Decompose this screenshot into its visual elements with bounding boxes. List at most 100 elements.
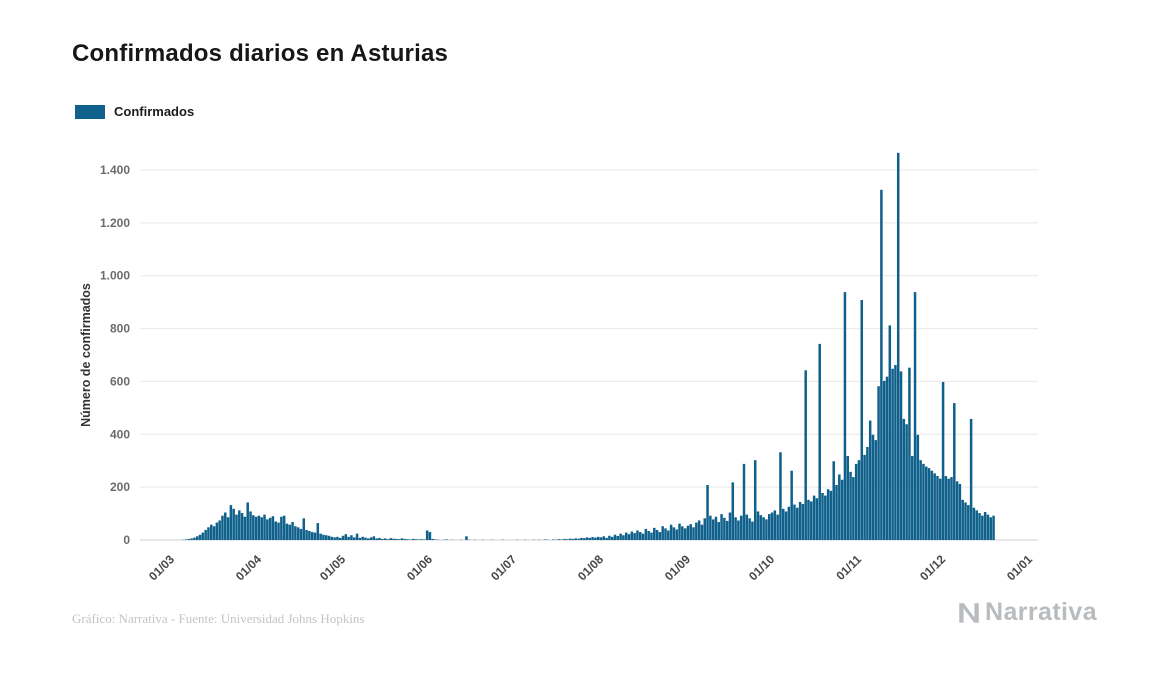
- bar: [619, 533, 622, 540]
- bar: [961, 499, 964, 540]
- bar: [644, 528, 648, 540]
- bar: [560, 539, 563, 540]
- bar: [742, 463, 746, 540]
- bar: [832, 461, 835, 540]
- bar: [868, 420, 872, 540]
- bar: [571, 538, 575, 540]
- bar: [624, 532, 628, 540]
- bar: [580, 537, 583, 540]
- bar: [686, 525, 690, 540]
- y-tick-label: 1.200: [100, 216, 130, 230]
- bar: [927, 468, 931, 540]
- bar: [888, 325, 892, 540]
- bar: [790, 470, 793, 540]
- bar: [846, 455, 849, 540]
- bar: [871, 434, 875, 540]
- bar: [835, 485, 838, 540]
- bar: [972, 507, 976, 540]
- bar: [765, 519, 768, 540]
- bar: [577, 538, 580, 540]
- bar: [925, 466, 928, 540]
- bar: [610, 536, 614, 540]
- bar: [263, 514, 266, 540]
- bar: [226, 517, 230, 540]
- x-tick-label: 01/07: [488, 552, 519, 583]
- bar: [215, 522, 219, 540]
- bar: [585, 537, 589, 540]
- bar: [955, 481, 959, 540]
- y-tick-label: 800: [110, 322, 130, 336]
- bar: [745, 514, 749, 540]
- bar: [322, 534, 325, 540]
- bar: [254, 516, 258, 540]
- bar: [568, 538, 572, 540]
- bar: [190, 538, 193, 540]
- bar: [933, 473, 936, 540]
- bar: [294, 526, 297, 540]
- bar: [240, 513, 244, 540]
- bar: [291, 522, 294, 540]
- bar: [796, 507, 799, 540]
- bar: [863, 454, 866, 540]
- bar: [647, 531, 650, 540]
- bar: [706, 485, 709, 540]
- bar: [986, 514, 990, 540]
- bar: [341, 535, 345, 540]
- x-tick-label: 01/06: [404, 552, 435, 583]
- bar: [305, 529, 308, 540]
- bar: [930, 470, 934, 540]
- bar: [375, 538, 378, 540]
- bar: [591, 537, 594, 540]
- bar: [989, 517, 992, 540]
- bar: [229, 505, 233, 540]
- bar: [692, 527, 695, 540]
- bar: [812, 495, 816, 540]
- bar: [333, 537, 336, 540]
- bar: [389, 538, 392, 540]
- source-caption: Gráfico: Narrativa - Fuente: Universidad…: [72, 611, 365, 626]
- bar: [658, 532, 662, 540]
- bar: [669, 524, 673, 540]
- bar: [252, 515, 255, 540]
- bar: [613, 534, 617, 540]
- page-title: Confirmados diarios en Asturias: [72, 40, 449, 67]
- bar: [596, 536, 600, 540]
- bar: [983, 511, 987, 540]
- bar: [810, 501, 813, 540]
- bar: [319, 533, 322, 540]
- narrativa-logo-icon: [959, 602, 979, 623]
- bar: [445, 539, 449, 540]
- y-tick-label: 1.400: [100, 163, 130, 177]
- bar: [700, 524, 704, 540]
- bar: [807, 499, 810, 540]
- bar: [280, 516, 283, 540]
- bar: [916, 434, 920, 540]
- bar: [358, 537, 362, 540]
- bar: [664, 528, 667, 540]
- bar: [731, 482, 735, 540]
- bar: [552, 539, 555, 540]
- bar: [854, 463, 858, 540]
- bar: [653, 527, 656, 540]
- bar: [801, 504, 805, 540]
- bar: [939, 478, 942, 540]
- bar: [753, 460, 757, 540]
- bar: [414, 539, 418, 540]
- bar: [288, 524, 292, 540]
- bar: [821, 492, 824, 540]
- bar: [425, 530, 429, 540]
- y-tick-label: 600: [110, 374, 130, 388]
- y-axis-title: Número de confirmados: [79, 283, 93, 427]
- bar: [773, 510, 777, 540]
- bar: [282, 515, 286, 540]
- bar: [709, 515, 712, 540]
- bar: [941, 381, 945, 540]
- bar: [759, 515, 763, 540]
- bar: [594, 537, 597, 540]
- bar: [849, 471, 852, 540]
- bar: [675, 529, 678, 540]
- bar: [431, 538, 435, 540]
- bar: [271, 516, 275, 540]
- bar: [218, 520, 221, 540]
- bar: [344, 534, 348, 540]
